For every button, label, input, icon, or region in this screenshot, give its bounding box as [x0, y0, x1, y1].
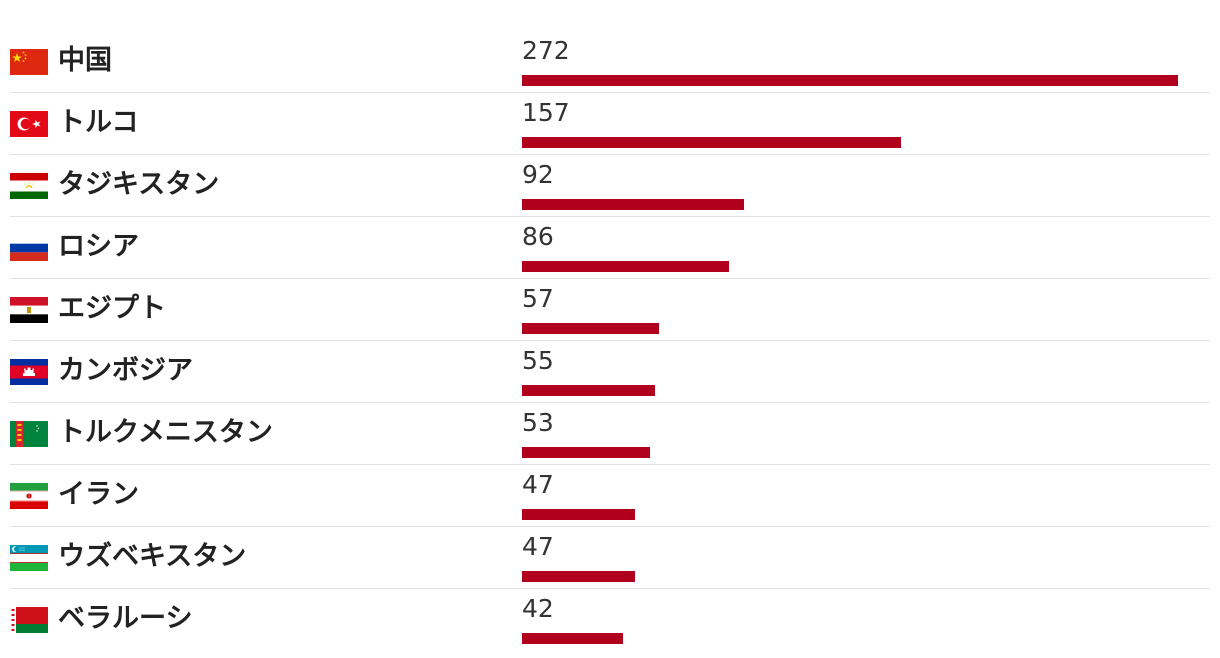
- cambodia-flag-icon: [10, 359, 48, 385]
- turkmenistan-flag-icon: [10, 421, 48, 447]
- data-label: 47: [522, 470, 554, 499]
- category-label: トルコ: [58, 107, 139, 138]
- category-label: ウズベキスタン: [58, 541, 247, 572]
- bar: [522, 323, 660, 334]
- bar: [522, 137, 901, 148]
- chart-row: タジキスタン 92: [10, 154, 1210, 217]
- chart-row: 中国 272: [10, 30, 1210, 93]
- data-label: 42: [522, 594, 554, 623]
- data-label: 92: [522, 160, 554, 189]
- data-label: 55: [522, 346, 554, 375]
- egypt-flag-icon: [10, 297, 48, 323]
- bar: [522, 447, 650, 458]
- chart-row: ベラルーシ 42: [10, 588, 1210, 650]
- iran-flag-icon: [10, 483, 48, 509]
- data-label: 272: [522, 36, 570, 65]
- bar: [522, 633, 624, 644]
- data-label: 53: [522, 408, 554, 437]
- belarus-flag-icon: [10, 607, 48, 633]
- russia-flag-icon: [10, 235, 48, 261]
- category-label: タジキスタン: [58, 169, 220, 200]
- category-label: ロシア: [58, 231, 139, 262]
- category-label: イラン: [58, 479, 139, 510]
- bar: [522, 571, 636, 582]
- chart-row: エジプト 57: [10, 278, 1210, 341]
- china-flag-icon: [10, 49, 48, 75]
- bar: [522, 509, 636, 520]
- category-label: 中国: [58, 45, 112, 76]
- turkey-flag-icon: [10, 111, 48, 137]
- category-label: トルクメニスタン: [58, 417, 273, 448]
- tajikistan-flag-icon: [10, 173, 48, 199]
- category-label: ベラルーシ: [58, 603, 193, 634]
- chart-row: トルクメニスタン 53: [10, 402, 1210, 465]
- bar: [522, 75, 1178, 86]
- chart-row: カンボジア 55: [10, 340, 1210, 403]
- bar: [522, 199, 744, 210]
- uzbekistan-flag-icon: [10, 545, 48, 571]
- chart-row: イラン 47: [10, 464, 1210, 527]
- chart-row: ロシア 86: [10, 216, 1210, 279]
- bar: [522, 385, 655, 396]
- data-label: 157: [522, 98, 570, 127]
- chart-row: トルコ 157: [10, 92, 1210, 155]
- category-label: カンボジア: [58, 355, 193, 386]
- data-label: 86: [522, 222, 554, 251]
- data-label: 57: [522, 284, 554, 313]
- bar: [522, 261, 730, 272]
- category-label: エジプト: [58, 293, 166, 324]
- data-label: 47: [522, 532, 554, 561]
- chart-row: ウズベキスタン 47: [10, 526, 1210, 589]
